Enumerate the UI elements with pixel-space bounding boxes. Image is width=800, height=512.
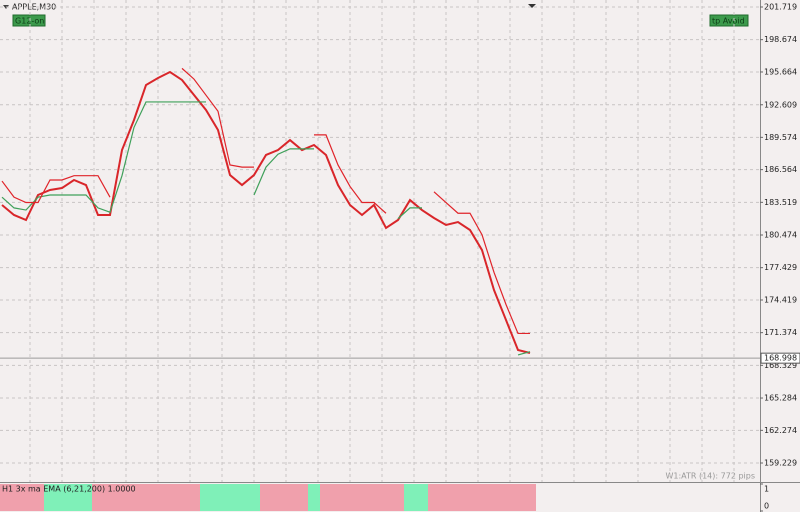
indicator-tick-label: 0 [764,502,769,511]
indicator-bar [488,484,500,511]
indicator-bar [332,484,344,511]
y-tick-label: 174.419 [764,295,797,304]
indicator-bar [164,484,176,511]
indicator-bar [272,484,284,511]
indicator-bar [380,484,392,511]
indicator-bar [92,484,104,511]
price-line [1,67,530,335]
badge: tp Avoid [712,17,745,26]
indicator-bar [224,484,236,511]
indicator-bar [176,484,188,511]
indicator-bar [512,484,524,511]
indicator-bar [188,484,200,511]
indicator-bar [428,484,440,511]
y-tick-label: 177.429 [764,263,797,272]
indicator-bar [128,484,140,511]
indicator-bar [152,484,164,511]
y-tick-label: 183.519 [764,198,797,207]
indicator-bar [0,484,8,511]
indicator-bar [404,484,416,511]
indicator-bar [116,484,128,511]
indicator-bar [464,484,476,511]
indicator-bar [212,484,224,511]
y-tick-label: 171.374 [764,328,797,337]
indicator-bar [500,484,512,511]
indicator-bar [32,484,44,511]
indicator-bar [368,484,380,511]
indicator-bar [392,484,404,511]
y-tick-label: 198.674 [764,35,797,44]
indicator-label: H1 3x ma EMA (6,21,200) 1.0000 [2,485,136,494]
indicator-bar [416,484,428,511]
current-price-label: 168.998 [764,354,797,363]
indicator-bar [320,484,332,511]
price-line [1,101,531,356]
indicator-bar [56,484,68,511]
indicator-bar [236,484,248,511]
y-tick-label: 195.664 [764,67,797,76]
indicator-bar [104,484,116,511]
badge-box [12,14,46,27]
y-tick-label: 201.719 [764,2,797,11]
y-tick-label: 159.229 [764,459,797,468]
indicator-bar [452,484,464,511]
current-price-box [760,352,800,364]
y-tick-label: 180.474 [764,231,797,240]
atr-note: W1:ATR (14): 772 pips [665,472,755,481]
y-tick-label: 162.274 [764,426,797,435]
y-tick-label: 165.284 [764,394,797,403]
price-line [1,70,531,354]
indicator-bar [524,484,536,511]
indicator-bar [296,484,308,511]
indicator-bar [44,484,56,511]
indicator-bar [140,484,152,511]
badge-box [709,14,749,27]
indicator-bar [20,484,32,511]
indicator-bar [248,484,260,511]
indicator-bar [68,484,80,511]
indicator-bar [308,484,320,511]
chart-title: APPLE,M30 [12,3,56,12]
indicator-bar [344,484,356,511]
indicator-bar [440,484,452,511]
indicator-bar [260,484,272,511]
indicator-bar [284,484,296,511]
y-tick-label: 186.564 [764,165,797,174]
indicator-bar [80,484,92,511]
shift-marker [528,4,536,8]
indicator-bar [8,484,20,511]
indicator-bar [476,484,488,511]
indicator-bar [356,484,368,511]
indicator-bar [200,484,212,511]
y-tick-label: 192.609 [764,100,797,109]
y-tick-label: 168.329 [764,361,797,370]
indicator-tick-label: 1 [764,485,769,494]
y-tick-label: 189.574 [764,133,797,142]
